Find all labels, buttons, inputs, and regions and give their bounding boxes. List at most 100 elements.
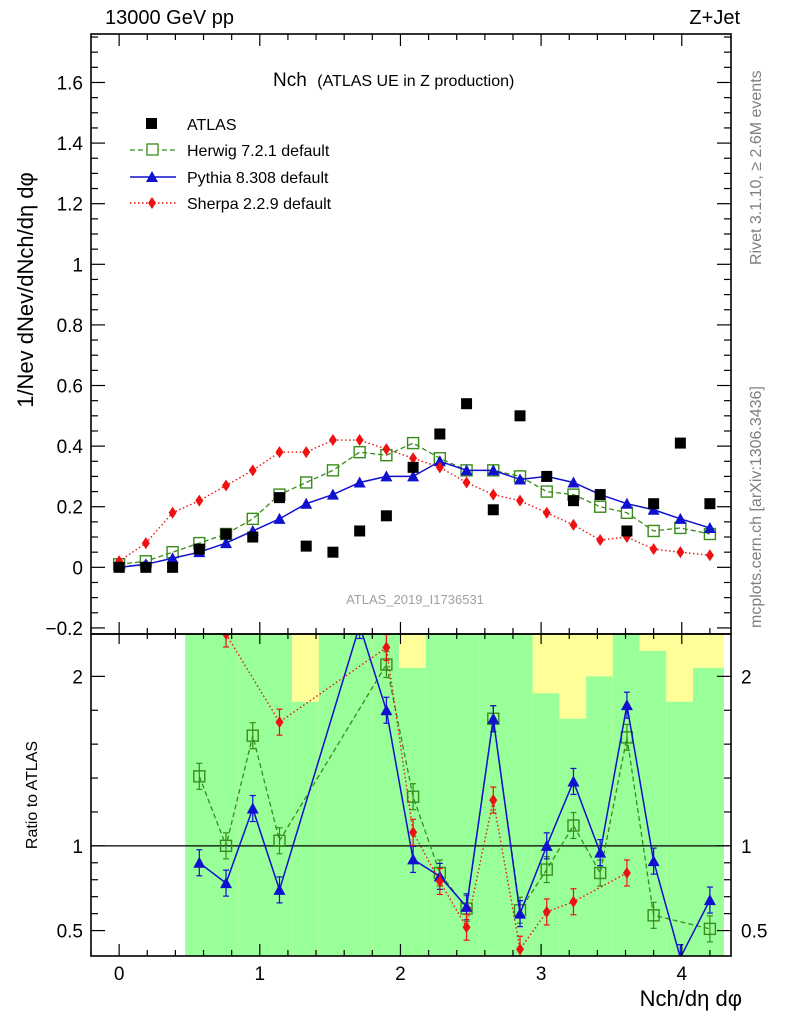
ratio-series-group <box>193 620 717 956</box>
main-point-atlas <box>434 428 446 440</box>
legend-marker-atlas <box>146 118 157 129</box>
main-point-atlas <box>704 498 716 510</box>
main-point-pythia <box>647 503 660 515</box>
y-tick-label-main: −0.2 <box>45 619 83 640</box>
ratio-band-inner <box>292 701 319 956</box>
ratio-band-inner <box>318 634 346 956</box>
y-tick-label-main: 1 <box>72 255 83 276</box>
legend-marker-sherpa <box>148 197 156 209</box>
y-tick-label-main: 0.6 <box>57 377 83 398</box>
ratio-point-sherpa <box>462 921 471 934</box>
ratio-uncertainty-bands <box>185 634 724 956</box>
main-point-atlas <box>113 561 125 573</box>
ratio-band-inner <box>345 634 373 956</box>
main-point-sherpa <box>676 546 685 559</box>
y-tick-label-ratio-right: 1 <box>741 837 752 858</box>
plot-title-main: Nch <box>273 70 307 91</box>
ratio-point-pythia <box>220 877 233 889</box>
x-tick-label: 0 <box>114 964 125 985</box>
ratio-band-inner <box>666 701 694 956</box>
main-point-atlas <box>140 561 152 573</box>
y-tick-label-main: 1.4 <box>57 134 84 155</box>
ratio-point-sherpa <box>409 826 418 839</box>
main-point-sherpa <box>542 506 551 519</box>
ratio-point-sherpa <box>222 634 231 640</box>
ratio-point-pythia <box>273 883 286 895</box>
ratio-band-inner <box>211 634 239 956</box>
legend-label-pythia: Pythia 8.308 default <box>187 170 329 187</box>
main-point-sherpa <box>141 537 150 550</box>
main-point-pythia <box>460 464 473 476</box>
ratio-point-sherpa <box>382 641 391 654</box>
analysis-label: ATLAS_2019_I1736531 <box>346 592 484 607</box>
ratio-band-inner <box>425 634 453 956</box>
y-tick-label-ratio-left: 0.5 <box>57 922 83 943</box>
ratio-point-sherpa <box>489 794 498 807</box>
main-series-group <box>112 398 717 573</box>
main-point-sherpa <box>649 543 658 556</box>
y-tick-label-ratio-left: 1 <box>72 837 83 858</box>
main-point-herwig <box>647 524 660 538</box>
main-point-atlas <box>167 561 179 573</box>
ratio-point-herwig <box>647 909 660 922</box>
y-tick-label-main: 0 <box>72 558 83 579</box>
legend-label-atlas: ATLAS <box>187 117 237 134</box>
ratio-y-axis-title: Ratio to ATLAS <box>24 741 41 849</box>
y-tick-label-main: 1.6 <box>57 73 83 94</box>
main-point-pythia <box>703 521 716 533</box>
main-point-sherpa <box>569 518 578 531</box>
ratio-point-pythia <box>540 839 553 851</box>
ratio-point-pythia <box>246 802 259 814</box>
ratio-point-herwig <box>193 770 206 783</box>
y-tick-label-ratio-right: 2 <box>741 667 752 688</box>
main-point-atlas <box>193 543 205 555</box>
y-tick-label-main: 0.4 <box>57 437 84 458</box>
main-point-pythia <box>166 552 179 564</box>
main-point-atlas <box>461 398 473 410</box>
main-point-pythia <box>620 497 633 509</box>
axis-ticks: 0 1 2 3 4 −0.2 0 0.2 0.4 0.6 0.8 1 1.2 1.4 1.6 0.5 0.5 1 1… <box>45 34 767 985</box>
main-point-sherpa <box>596 534 605 547</box>
main-point-atlas <box>594 489 606 501</box>
main-point-pythia <box>353 476 366 488</box>
main-point-pythia <box>433 455 446 467</box>
ratio-band-inner <box>265 634 293 956</box>
ratio-point-pythia <box>594 846 607 858</box>
ratio-band-inner <box>479 634 506 956</box>
ratio-point-herwig <box>273 834 286 847</box>
main-point-atlas <box>220 528 232 540</box>
main-point-sherpa <box>462 476 471 489</box>
ratio-point-herwig <box>703 922 717 936</box>
ratio-point-pythia <box>487 712 500 724</box>
ratio-point-pythia <box>647 855 660 867</box>
main-point-herwig <box>326 464 340 477</box>
main-point-pythia <box>487 464 500 476</box>
main-point-atlas <box>380 510 392 522</box>
ratio-point-sherpa <box>569 895 578 908</box>
main-point-sherpa <box>222 479 231 492</box>
main-point-sherpa <box>275 446 284 459</box>
main-point-pythia <box>273 512 286 524</box>
main-point-herwig <box>246 512 259 526</box>
ratio-band-inner <box>185 634 212 956</box>
main-point-sherpa <box>382 443 391 456</box>
main-point-atlas <box>300 540 312 552</box>
mcplots-info-label: mcplots.cern.ch [arXiv:1306.3436] <box>748 386 765 628</box>
ratio-point-pythia <box>354 620 366 631</box>
main-point-atlas <box>327 546 339 558</box>
legend-marker-herwig <box>146 143 159 156</box>
ratio-band-inner <box>586 676 613 956</box>
plot-title-sub: (ATLAS UE in Z production) <box>317 73 514 90</box>
main-point-sherpa <box>705 549 714 562</box>
ratio-point-herwig <box>246 729 259 742</box>
ratio-point-sherpa <box>435 875 444 888</box>
y-tick-label-main: 1.2 <box>57 195 83 216</box>
rivet-info-label: Rivet 3.1.10, ≥ 2.6M events <box>748 70 765 265</box>
ratio-band-inner <box>399 667 426 956</box>
main-point-atlas <box>247 531 259 543</box>
main-point-pythia <box>326 488 339 500</box>
ratio-point-herwig <box>593 866 607 880</box>
ratio-band-inner <box>693 667 724 956</box>
main-point-pythia <box>380 470 393 482</box>
ratio-point-herwig <box>567 819 580 832</box>
